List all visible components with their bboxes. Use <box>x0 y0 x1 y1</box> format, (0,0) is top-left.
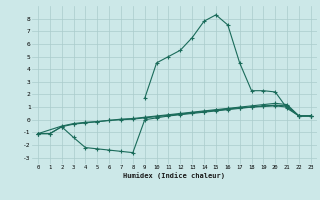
X-axis label: Humidex (Indice chaleur): Humidex (Indice chaleur) <box>124 172 225 179</box>
